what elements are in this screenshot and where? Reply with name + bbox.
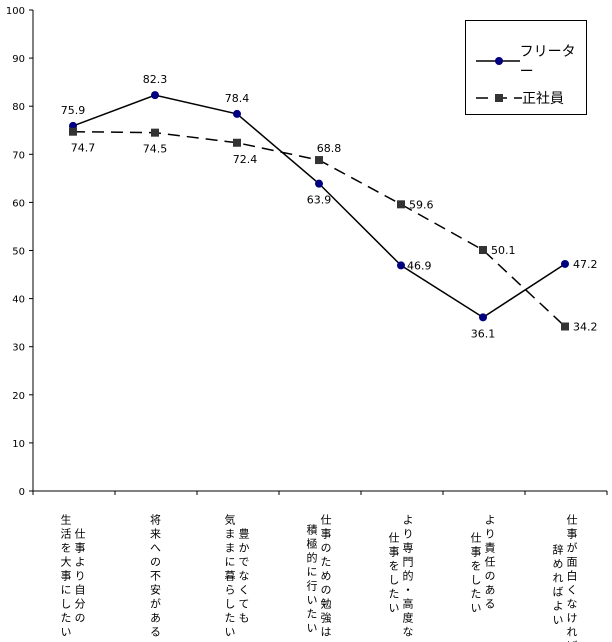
data-label: 63.9	[307, 194, 332, 207]
x-category-label: 仕事のための勉強は 積極的に行いたい	[304, 514, 332, 640]
data-label: 74.5	[143, 143, 168, 156]
data-label: 59.6	[409, 198, 434, 211]
x-category-label-line: より専門的・高度な	[401, 514, 414, 640]
y-tick-label: 70	[12, 150, 25, 161]
data-point	[151, 128, 159, 137]
y-tick-label: 30	[12, 343, 25, 354]
data-label: 82.3	[143, 73, 168, 86]
data-point	[561, 322, 569, 331]
data-label: 75.9	[61, 104, 86, 117]
x-category-label-line: 仕事より自分の	[73, 528, 86, 626]
data-point	[397, 200, 405, 209]
x-category-label: 仕事より自分の 生活を大事にしたい	[58, 514, 86, 640]
data-label: 46.9	[407, 259, 432, 272]
x-category-label-line: 辞めればよい	[551, 544, 564, 628]
data-label: 72.4	[233, 153, 258, 166]
y-tick-label: 10	[12, 439, 25, 450]
data-point	[397, 261, 405, 270]
legend-circle-marker-icon	[476, 57, 520, 65]
data-label: 74.7	[71, 142, 96, 155]
x-category-label-line: 仕事のための勉強は	[319, 514, 332, 640]
data-point	[315, 156, 323, 165]
y-tick-label: 60	[12, 198, 25, 209]
data-label: 36.1	[471, 327, 496, 340]
data-label: 47.2	[573, 258, 598, 271]
y-tick-label: 90	[12, 54, 25, 65]
y-tick-label: 50	[12, 247, 25, 258]
x-category-label-line: 将来への不安がある	[148, 514, 162, 640]
y-tick-label: 0	[19, 487, 25, 498]
data-label: 34.2	[573, 320, 598, 333]
legend: フリーター 正社員	[465, 20, 587, 115]
legend-square-marker-icon	[476, 94, 522, 102]
y-tick-label: 100	[6, 6, 25, 17]
legend-item-seishain: 正社員	[476, 88, 564, 108]
data-point	[233, 109, 241, 118]
data-point	[315, 179, 323, 188]
data-point	[479, 313, 487, 322]
legend-label: フリーター	[519, 44, 576, 80]
legend-label: 正社員	[522, 91, 564, 107]
y-tick-label: 20	[12, 391, 25, 402]
x-category-label-line: 豊かでなくても	[237, 528, 250, 626]
x-category-label: 豊かでなくても 気ままに暮らしたい	[222, 514, 250, 640]
legend-item-freeter: フリーター	[476, 41, 586, 81]
x-category-label: より責任のある 仕事をしたい	[468, 514, 496, 616]
x-category-label: より専門的・高度な 仕事をしたい	[386, 514, 414, 640]
x-category-label-line: 積極的に行いたい	[305, 524, 318, 636]
x-category-label-line: 仕事をしたい	[469, 532, 482, 616]
x-category-label-line: 仕事をしたい	[387, 532, 400, 616]
data-label: 78.4	[225, 92, 250, 105]
y-tick-label: 80	[12, 102, 25, 113]
data-point	[151, 91, 159, 100]
x-category-label-line: より責任のある	[483, 514, 496, 612]
y-tick-label: 40	[12, 295, 25, 306]
data-label: 68.8	[317, 142, 342, 155]
x-category-label-line: 生活を大事にしたい	[59, 514, 72, 640]
data-label: 50.1	[491, 244, 516, 257]
x-category-label-line: 仕事が面白くなければ	[565, 514, 578, 642]
data-point	[69, 127, 77, 136]
data-point	[479, 246, 487, 255]
x-category-label: 将来への不安がある	[148, 514, 162, 640]
data-point	[233, 138, 241, 147]
x-category-label: 仕事が面白くなければ 辞めればよい	[550, 514, 578, 642]
data-point	[561, 259, 569, 268]
x-category-label-line: 気ままに暮らしたい	[223, 514, 236, 640]
